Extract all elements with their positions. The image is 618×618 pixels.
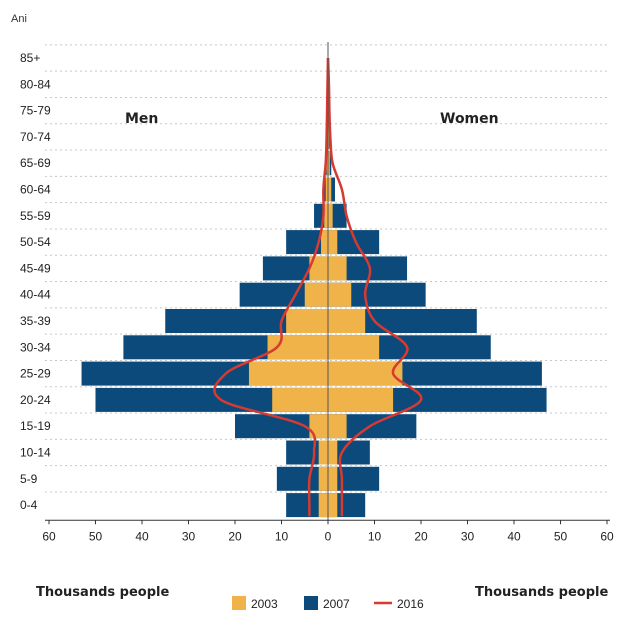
line-2016-men	[213, 57, 330, 517]
bar-2003-women-15-19	[328, 414, 347, 439]
x-tick-label: 20	[228, 529, 242, 543]
age-label-60-64: 60-64	[20, 183, 51, 197]
x-tick-label: 60	[42, 529, 56, 543]
series-2016-lines	[213, 57, 423, 517]
age-label-35-39: 35-39	[20, 314, 51, 328]
age-label-20-24: 20-24	[20, 393, 51, 407]
age-label-45-49: 45-49	[20, 261, 51, 275]
bar-2003-men-50-54	[321, 230, 328, 255]
bar-2003-women-50-54	[328, 230, 338, 255]
x-tick-label: 40	[507, 529, 521, 543]
bar-2003-women-25-29	[328, 361, 403, 386]
y-unit-label: Ani	[11, 13, 27, 25]
bar-2003-women-30-34	[328, 335, 380, 360]
bar-2003-men-0-4	[318, 493, 328, 518]
age-label-25-29: 25-29	[20, 367, 51, 381]
bar-2003-men-45-49	[309, 256, 328, 281]
x-tick-label: 0	[325, 529, 332, 543]
x-tick-label: 30	[461, 529, 475, 543]
bar-2003-women-40-44	[328, 282, 352, 307]
gridlines	[45, 44, 610, 493]
bar-2003-men-60-64	[325, 177, 328, 202]
bar-2007-men-0-4	[286, 493, 328, 518]
bar-2003-men-5-9	[318, 466, 328, 491]
bar-2003-men-20-24	[272, 387, 328, 412]
x-axis-title-left: Thousands people	[36, 585, 169, 600]
age-label-0-4: 0-4	[20, 498, 38, 512]
bar-2003-men-55-59	[324, 203, 328, 228]
age-label-80-84: 80-84	[20, 77, 51, 91]
age-group-labels: 0-4 5-9 10-14 15-19 20-24 25-29 30-34 35-39 40-4…	[20, 51, 51, 512]
bar-2003-men-25-29	[248, 361, 328, 386]
x-tick-labels: 60 50 40 30 20 10 0 10 20 30 40 50 60	[42, 520, 614, 543]
bar-2003-women-20-24	[328, 387, 394, 412]
legend-label-2016: 2016	[397, 597, 424, 611]
line-2016-women	[326, 57, 423, 517]
age-label-75-79: 75-79	[20, 104, 51, 118]
age-label-70-74: 70-74	[20, 130, 51, 144]
x-tick-label: 30	[182, 529, 196, 543]
legend-label-2007: 2007	[323, 597, 350, 611]
age-label-50-54: 50-54	[20, 235, 51, 249]
bar-2003-men-65-69	[326, 151, 328, 176]
age-label-10-14: 10-14	[20, 446, 51, 460]
age-label-55-59: 55-59	[20, 209, 51, 223]
bar-2003-women-35-39	[328, 309, 366, 333]
x-tick-label: 40	[135, 529, 149, 543]
x-tick-label: 10	[368, 529, 382, 543]
x-tick-label: 60	[600, 529, 614, 543]
bar-2003-women-10-14	[328, 440, 338, 465]
bar-2003-men-10-14	[318, 440, 328, 465]
bar-2003-men-35-39	[286, 309, 328, 333]
age-label-5-9: 5-9	[20, 472, 38, 486]
bar-2003-men-15-19	[309, 414, 328, 439]
bar-2003-women-5-9	[328, 466, 338, 491]
x-tick-label: 50	[554, 529, 568, 543]
age-label-65-69: 65-69	[20, 156, 51, 170]
men-label: Men	[125, 111, 158, 127]
series-2003-bars	[248, 72, 403, 518]
x-tick-label: 50	[89, 529, 103, 543]
age-label-85+: 85+	[20, 51, 40, 65]
legend-label-2003: 2003	[251, 597, 278, 611]
bar-2007-women-60-64	[328, 177, 335, 202]
age-label-40-44: 40-44	[20, 288, 51, 302]
age-label-30-34: 30-34	[20, 340, 51, 354]
bar-2003-women-55-59	[328, 203, 333, 228]
legend-swatch-2003	[232, 596, 246, 610]
bar-2003-women-65-69	[328, 151, 330, 176]
x-tick-label: 20	[414, 529, 428, 543]
bar-2003-women-60-64	[328, 177, 332, 202]
bar-2003-men-40-44	[304, 282, 328, 307]
legend-swatch-2007	[304, 596, 318, 610]
bar-2003-women-0-4	[328, 493, 338, 518]
women-label: Women	[440, 111, 499, 127]
x-tick-label: 10	[275, 529, 289, 543]
legend: 2003 2007 2016	[232, 596, 424, 611]
age-label-15-19: 15-19	[20, 419, 51, 433]
bar-2003-women-45-49	[328, 256, 347, 281]
x-axis-title-right: Thousands people	[475, 585, 608, 600]
